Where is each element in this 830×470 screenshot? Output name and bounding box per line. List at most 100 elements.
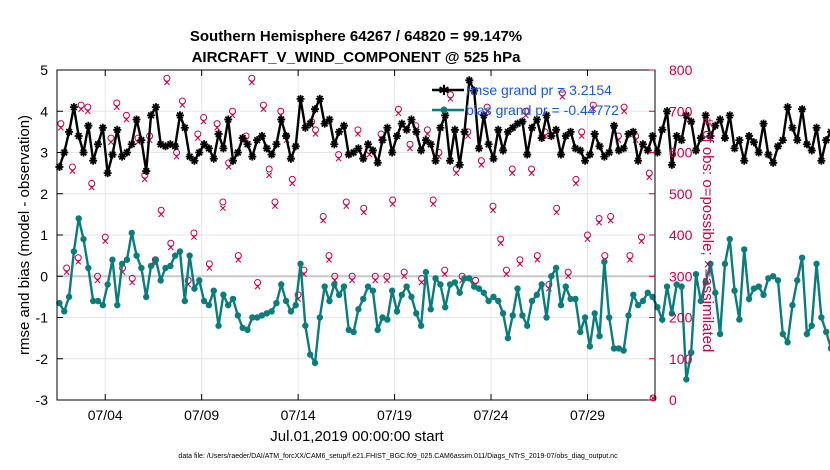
y-right-tick-label: 800 bbox=[669, 62, 693, 78]
obs-possible-marker bbox=[259, 101, 267, 109]
obs-assimilated-marker bbox=[360, 209, 367, 216]
obs-possible-marker bbox=[63, 264, 71, 272]
bias-point bbox=[654, 303, 661, 311]
bias-point bbox=[470, 283, 478, 290]
rmse-point bbox=[749, 138, 758, 147]
bias-point bbox=[268, 308, 275, 315]
bias-point bbox=[818, 314, 825, 321]
rmse-point bbox=[479, 111, 488, 120]
rmse-point bbox=[470, 86, 479, 95]
rmse-point bbox=[412, 127, 421, 136]
obs-assimilated-marker bbox=[447, 95, 454, 102]
obs-possible-marker bbox=[429, 196, 437, 204]
rmse-point bbox=[311, 105, 320, 114]
obs-assimilated-marker bbox=[503, 271, 510, 278]
bias-point bbox=[422, 268, 430, 276]
obs-assimilated-marker bbox=[266, 172, 273, 179]
rmse-point bbox=[499, 146, 508, 155]
y-right-tick-label: 700 bbox=[669, 103, 693, 119]
bias-point bbox=[514, 285, 521, 292]
y-tick-label: 3 bbox=[40, 145, 48, 161]
obs-possible-marker bbox=[331, 272, 339, 280]
obs-possible-marker bbox=[620, 103, 628, 111]
rmse-point bbox=[421, 136, 430, 145]
obs-possible-marker bbox=[325, 252, 333, 260]
obs-assimilated-marker bbox=[372, 277, 379, 284]
obs-assimilated-marker bbox=[69, 168, 76, 175]
obs-assimilated-marker bbox=[88, 184, 95, 191]
rmse-point bbox=[508, 123, 517, 132]
rmse-point bbox=[397, 119, 406, 128]
bias-point bbox=[659, 316, 666, 323]
rmse-point bbox=[286, 154, 295, 163]
bias-point bbox=[577, 328, 584, 336]
obs-possible-marker bbox=[558, 89, 566, 97]
obs-assimilated-marker bbox=[638, 238, 645, 245]
bias-point bbox=[687, 349, 695, 356]
obs-possible-marker bbox=[607, 212, 615, 220]
bias-point bbox=[823, 328, 830, 336]
bias-point bbox=[388, 287, 396, 294]
bias-point bbox=[75, 215, 82, 222]
bias-point bbox=[634, 301, 642, 309]
obs-assimilated-marker bbox=[191, 234, 197, 241]
bias-point bbox=[519, 312, 526, 319]
bias-point bbox=[413, 310, 420, 317]
rmse-point bbox=[171, 142, 180, 151]
rmse-point bbox=[556, 150, 565, 159]
obs-possible-marker bbox=[406, 140, 414, 148]
y-tick-label: -3 bbox=[36, 392, 49, 408]
rmse-point bbox=[388, 148, 397, 157]
bias-point bbox=[210, 287, 217, 294]
rmse-point bbox=[643, 146, 652, 155]
rmse-point bbox=[161, 142, 170, 151]
obs-assimilated-marker bbox=[584, 236, 591, 243]
rmse-point bbox=[769, 158, 778, 167]
obs-assimilated-marker bbox=[214, 124, 221, 131]
rmse-point bbox=[354, 144, 363, 153]
obs-possible-marker bbox=[389, 196, 397, 204]
rmse-point bbox=[431, 156, 440, 165]
y-axis-label: rmse and bias (model - observation) bbox=[16, 115, 33, 355]
rmse-point bbox=[248, 152, 257, 161]
rmse-point bbox=[335, 127, 344, 136]
bias-point bbox=[287, 308, 295, 315]
bias-point bbox=[167, 262, 174, 270]
bias-point bbox=[335, 291, 343, 299]
bias-point bbox=[253, 314, 261, 321]
obs-possible-marker bbox=[483, 103, 491, 111]
rmse-point bbox=[147, 111, 156, 120]
bias-point bbox=[234, 312, 242, 319]
bias-point bbox=[302, 322, 309, 329]
rmse-point bbox=[663, 107, 672, 116]
obs-possible-marker bbox=[84, 103, 92, 111]
bias-point bbox=[94, 297, 102, 305]
obs-possible-marker bbox=[234, 252, 242, 260]
bias-point bbox=[630, 291, 637, 299]
bias-point bbox=[143, 293, 150, 301]
bias-point bbox=[789, 301, 796, 309]
obs-possible-marker bbox=[578, 128, 586, 136]
rmse-point bbox=[571, 144, 580, 153]
bias-point bbox=[557, 301, 565, 309]
bias-point bbox=[360, 295, 367, 303]
bias-point bbox=[176, 248, 184, 255]
bias-point bbox=[316, 314, 324, 321]
rmse-point bbox=[706, 132, 715, 140]
rmse-point bbox=[778, 136, 787, 145]
obs-assimilated-marker bbox=[225, 163, 232, 170]
obs-possible-marker bbox=[583, 231, 591, 239]
bias-point bbox=[104, 281, 111, 288]
bias-point bbox=[61, 308, 68, 315]
chart-title: Southern Hemisphere 64267 / 64820 = 99.1… bbox=[190, 28, 522, 45]
obs-possible-marker bbox=[68, 163, 76, 171]
obs-possible-marker bbox=[213, 120, 221, 128]
bias-point bbox=[306, 351, 314, 358]
bias-point bbox=[736, 316, 743, 323]
rmse-point bbox=[735, 136, 744, 145]
obs-possible-marker bbox=[88, 179, 96, 187]
obs-possible-marker bbox=[265, 165, 273, 173]
bias-point bbox=[196, 277, 203, 284]
obs-possible-marker bbox=[173, 149, 181, 156]
rmse-point bbox=[460, 127, 469, 136]
